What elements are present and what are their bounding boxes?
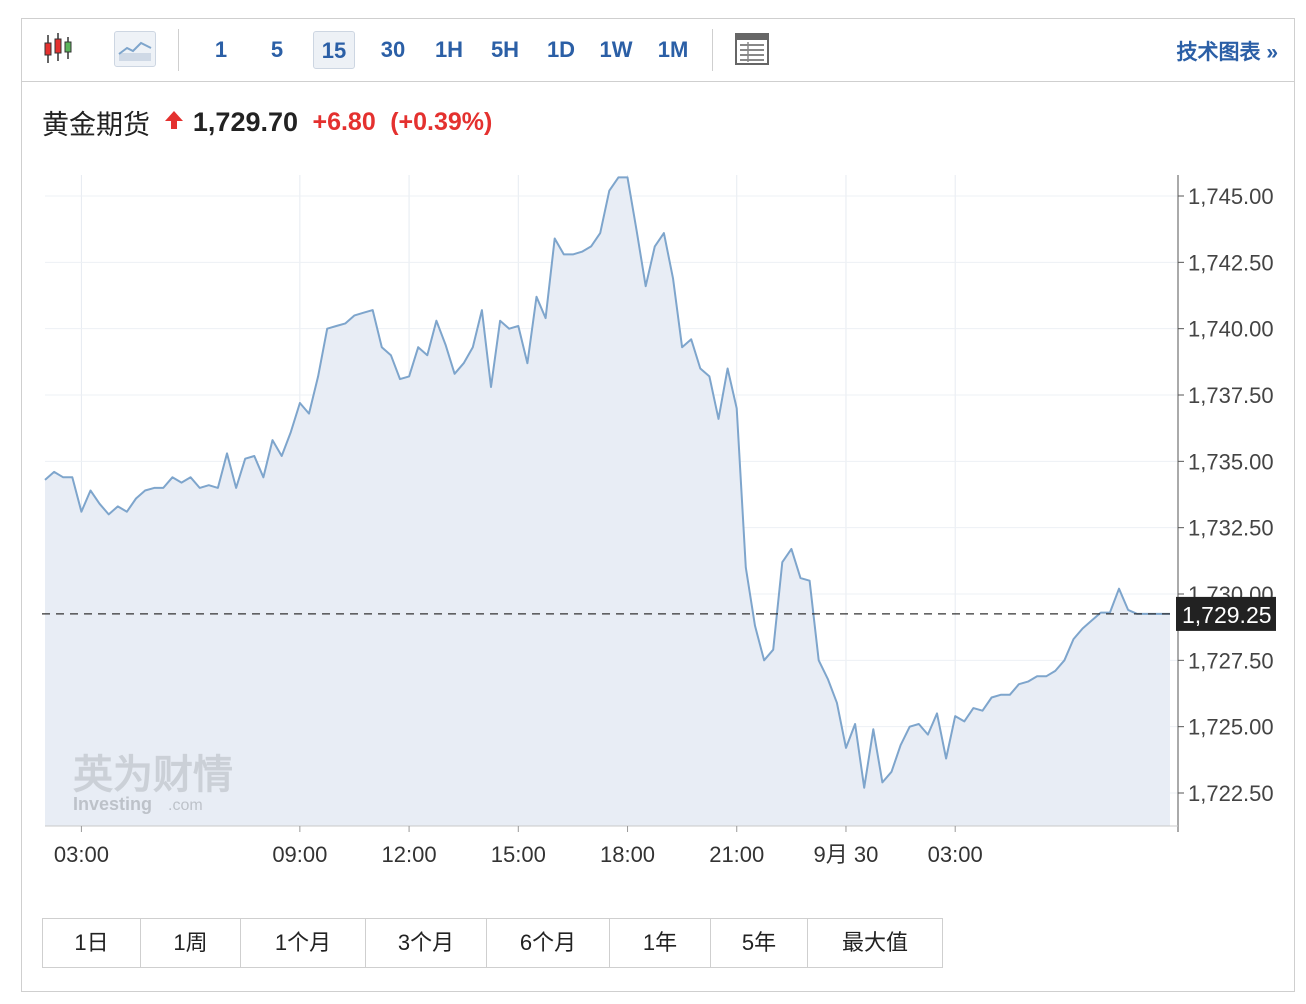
range-1d[interactable]: 1日 bbox=[43, 919, 141, 967]
x-tick-label: 12:00 bbox=[382, 842, 437, 867]
watermark-en-suffix: .com bbox=[168, 797, 203, 814]
data-table-icon[interactable] bbox=[734, 31, 776, 67]
last-price: 1,729.70 bbox=[192, 107, 299, 137]
toolbar-divider bbox=[178, 29, 179, 71]
x-tick-label: 03:00 bbox=[928, 842, 983, 867]
interval-5[interactable]: 5 bbox=[270, 37, 284, 62]
x-tick-label: 03:00 bbox=[54, 842, 109, 867]
candlestick-icon[interactable] bbox=[38, 31, 80, 67]
y-tick-label: 1,740.00 bbox=[1188, 317, 1274, 342]
range-max[interactable]: 最大值 bbox=[841, 930, 908, 955]
interval-1[interactable]: 1 bbox=[214, 37, 228, 62]
range-6m[interactable]: 6个月 bbox=[487, 919, 610, 967]
range-3m[interactable]: 3个月 bbox=[366, 919, 487, 967]
price-line bbox=[44, 176, 1170, 789]
y-tick-label: 1,725.00 bbox=[1188, 715, 1274, 740]
price-area-fill bbox=[45, 177, 1170, 826]
range-1m[interactable]: 1个月 bbox=[241, 919, 366, 967]
x-tick-label: 09:00 bbox=[272, 842, 327, 867]
y-tick-label: 1,737.50 bbox=[1188, 383, 1274, 408]
range-1w[interactable]: 1周 bbox=[141, 919, 241, 967]
quote-header: 黄金期货 1,729.70 +6.80 (+0.39%) bbox=[42, 103, 492, 143]
line-chart-icon[interactable] bbox=[114, 31, 156, 67]
last-price-badge bbox=[1176, 596, 1276, 631]
x-tick-label: 9月 30 bbox=[814, 842, 879, 867]
price-chart[interactable]: 1,722.501,725.001,727.501,730.001,732.50… bbox=[0, 0, 1306, 900]
y-tick-label: 1,735.00 bbox=[1188, 449, 1274, 474]
x-tick-label: 18:00 bbox=[600, 842, 655, 867]
technical-chart-link[interactable]: 技术图表 » bbox=[1176, 41, 1278, 64]
toolbar-divider bbox=[712, 29, 713, 71]
y-tick-label: 1,727.50 bbox=[1188, 648, 1274, 673]
interval-1m[interactable]: 1M bbox=[657, 37, 689, 62]
y-tick-label: 1,722.50 bbox=[1188, 781, 1274, 806]
interval-30[interactable]: 30 bbox=[380, 37, 406, 62]
interval-1w[interactable]: 1W bbox=[599, 37, 633, 62]
price-change-percent: (+0.39%) bbox=[390, 108, 493, 136]
interval-5h[interactable]: 5H bbox=[490, 37, 520, 62]
interval-15[interactable]: 15 bbox=[313, 31, 355, 69]
chart-widget: 1 5 15 30 1H 5H 1D 1W 1M 技术图表 » 黄金期货 bbox=[21, 18, 1295, 992]
up-arrow-icon bbox=[164, 109, 184, 136]
watermark-cn: 英为财情 bbox=[73, 752, 233, 798]
x-tick-label: 21:00 bbox=[709, 842, 764, 867]
watermark-en: Investing bbox=[73, 794, 152, 814]
last-price-label: 1,729.25 bbox=[1182, 602, 1272, 628]
y-tick-label: 1,742.50 bbox=[1188, 250, 1274, 275]
chart-toolbar: 1 5 15 30 1H 5H 1D 1W 1M 技术图表 » bbox=[22, 19, 1294, 82]
range-selector: 1日 1周 1个月 3个月 6个月 1年 5年 最大值 bbox=[42, 918, 943, 968]
interval-1h[interactable]: 1H bbox=[434, 37, 464, 62]
range-5y[interactable]: 5年 bbox=[711, 919, 808, 967]
y-tick-label: 1,745.00 bbox=[1188, 184, 1274, 209]
range-1y[interactable]: 1年 bbox=[610, 919, 711, 967]
price-change: +6.80 bbox=[312, 108, 376, 136]
x-tick-label: 15:00 bbox=[491, 842, 546, 867]
interval-1d[interactable]: 1D bbox=[546, 37, 576, 62]
instrument-name: 黄金期货 bbox=[42, 110, 150, 140]
y-tick-label: 1,732.50 bbox=[1188, 516, 1274, 541]
